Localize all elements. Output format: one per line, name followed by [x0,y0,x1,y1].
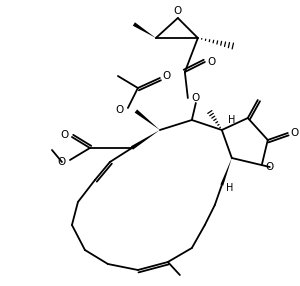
Text: O: O [116,105,124,115]
Text: O: O [163,71,171,81]
Text: H: H [228,115,236,125]
Text: H: H [226,183,233,193]
Polygon shape [133,22,156,38]
Text: O: O [208,57,216,67]
Text: O: O [58,157,66,167]
Text: O: O [291,128,299,138]
Text: O: O [192,93,200,103]
Text: O: O [61,130,69,140]
Text: O: O [174,6,182,16]
Polygon shape [220,158,232,186]
Text: O: O [266,162,274,172]
Polygon shape [131,130,160,150]
Polygon shape [135,110,160,130]
